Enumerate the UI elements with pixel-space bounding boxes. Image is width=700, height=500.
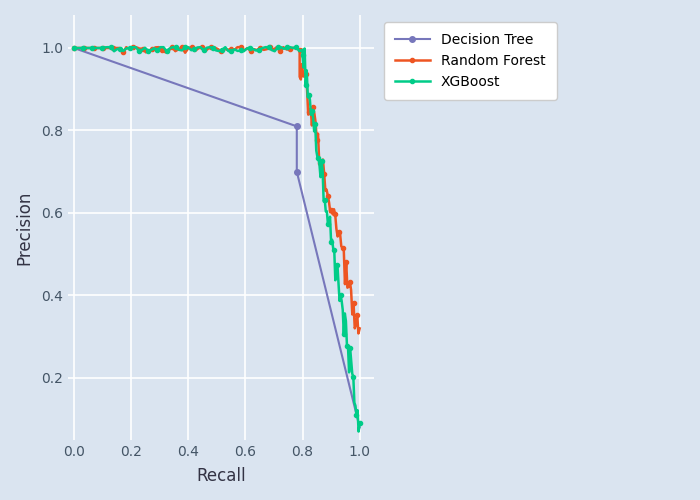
Decision Tree xyxy=(356,424,364,430)
Random Forest xyxy=(352,322,361,328)
Random Forest xyxy=(356,326,364,332)
XGBoost xyxy=(104,44,112,50)
Line: Decision Tree: Decision Tree xyxy=(71,45,363,430)
XGBoost xyxy=(243,46,251,52)
XGBoost xyxy=(280,46,288,52)
Random Forest xyxy=(354,330,363,336)
XGBoost xyxy=(327,238,335,244)
Random Forest xyxy=(70,45,78,51)
XGBoost xyxy=(321,197,329,203)
XGBoost xyxy=(310,128,319,134)
Y-axis label: Precision: Precision xyxy=(15,190,33,264)
Decision Tree xyxy=(70,45,78,51)
Random Forest xyxy=(326,210,335,216)
Random Forest xyxy=(312,119,320,125)
Random Forest xyxy=(155,44,163,50)
XGBoost xyxy=(354,428,363,434)
Decision Tree xyxy=(293,124,301,130)
X-axis label: Recall: Recall xyxy=(196,467,246,485)
Random Forest xyxy=(289,44,298,51)
Random Forest xyxy=(178,44,186,50)
Line: XGBoost: XGBoost xyxy=(72,45,362,434)
Decision Tree xyxy=(356,424,364,430)
XGBoost xyxy=(356,420,364,426)
XGBoost xyxy=(181,44,189,50)
Decision Tree xyxy=(293,168,301,174)
XGBoost xyxy=(70,45,78,51)
Line: Random Forest: Random Forest xyxy=(72,45,362,336)
Legend: Decision Tree, Random Forest, XGBoost: Decision Tree, Random Forest, XGBoost xyxy=(384,22,556,100)
Random Forest xyxy=(122,44,130,50)
